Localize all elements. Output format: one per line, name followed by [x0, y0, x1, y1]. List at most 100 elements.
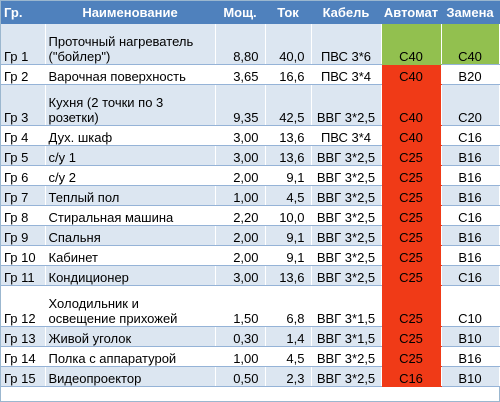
- name-line-1: Живой уголок: [48, 331, 132, 346]
- table-row: Гр 11 Кондиционер 3,00 13,6 ВВГ 3*2,5 C25 C16: [1, 265, 500, 286]
- table-row: Гр 13 Живой уголок 0,30 1,4 ВВГ 3*1,5 C25 B10: [1, 326, 500, 347]
- power-cell: 2,00: [215, 225, 266, 246]
- current-cell: 13,6: [265, 145, 312, 166]
- breaker-cell: C40: [381, 64, 442, 85]
- replace-cell: B10: [441, 326, 500, 347]
- table-header-row: Гр. Наименование Мощ. Ток Кабель Автомат…: [1, 1, 500, 24]
- current-cell: 16,6: [265, 64, 312, 85]
- breaker-cell: C25: [381, 265, 442, 286]
- group-cell: Гр 11: [1, 265, 46, 286]
- group-cell: Гр 10: [1, 245, 46, 266]
- cable-cell: ВВГ 3*2,5: [311, 225, 382, 246]
- current-cell: 6,8: [265, 285, 312, 327]
- table-row: Гр 6 с/у 2 2,00 9,1 ВВГ 3*2,5 C25 B16: [1, 165, 500, 186]
- current-cell: 4,5: [265, 185, 312, 206]
- cable-cell: ПВС 3*6: [311, 24, 382, 65]
- replace-cell: B10: [441, 366, 500, 387]
- power-cell: 3,00: [215, 125, 266, 146]
- name-line-1: Кондиционер: [48, 270, 129, 285]
- header-cable: Кабель: [311, 1, 382, 24]
- current-cell: 4,5: [265, 346, 312, 367]
- name-line-2: освещение прихожей: [48, 311, 178, 326]
- circuit-groups-table: Гр. Наименование Мощ. Ток Кабель Автомат…: [1, 1, 500, 387]
- header-breaker: Автомат: [381, 1, 442, 24]
- breaker-cell: C40: [381, 24, 442, 65]
- name-cell: Стиральная машина: [45, 205, 216, 226]
- breaker-cell: C25: [381, 245, 442, 266]
- table-row: Гр 5 с/у 1 3,00 13,6 ВВГ 3*2,5 C25 B16: [1, 145, 500, 166]
- name-line-1: с/у 1: [48, 150, 76, 165]
- power-cell: 8,80: [215, 24, 266, 65]
- name-cell: Полка с аппаратурой: [45, 346, 216, 367]
- power-cell: 0,50: [215, 366, 266, 387]
- cable-cell: ВВГ 3*1,5: [311, 326, 382, 347]
- name-cell: Кондиционер: [45, 265, 216, 286]
- table-row: Гр 10 Кабинет 2,00 9,1 ВВГ 3*2,5 C25 B16: [1, 245, 500, 266]
- header-current: Ток: [265, 1, 312, 24]
- table-row: Гр 1 Проточный нагреватель ("бойлер") 8,80 4…: [1, 24, 500, 65]
- group-cell: Гр 2: [1, 64, 46, 85]
- breaker-cell: C25: [381, 205, 442, 226]
- cable-cell: ПВС 3*4: [311, 125, 382, 146]
- replace-cell: B20: [441, 64, 500, 85]
- power-cell: 1,00: [215, 185, 266, 206]
- breaker-cell: C40: [381, 84, 442, 126]
- name-cell: с/у 2: [45, 165, 216, 186]
- current-cell: 9,1: [265, 165, 312, 186]
- group-cell: Гр 6: [1, 165, 46, 186]
- table-row: Гр 9 Спальня 2,00 9,1 ВВГ 3*2,5 C25 B16: [1, 225, 500, 246]
- group-cell: Гр 3: [1, 84, 46, 126]
- name-line-1: Кухня (2 точки по 3: [48, 95, 164, 110]
- name-cell: Видеопроектор: [45, 366, 216, 387]
- breaker-cell: C25: [381, 185, 442, 206]
- name-line-1: Стиральная машина: [48, 210, 174, 225]
- group-cell: Гр 1: [1, 24, 46, 65]
- power-cell: 0,30: [215, 326, 266, 347]
- current-cell: 42,5: [265, 84, 312, 126]
- replace-cell: B16: [441, 245, 500, 266]
- group-cell: Гр 13: [1, 326, 46, 347]
- cable-cell: ВВГ 3*2,5: [311, 84, 382, 126]
- replace-cell: C10: [441, 285, 500, 327]
- current-cell: 13,6: [265, 125, 312, 146]
- name-cell: Живой уголок: [45, 326, 216, 347]
- group-cell: Гр 12: [1, 285, 46, 327]
- breaker-cell: C25: [381, 145, 442, 166]
- header-power: Мощ.: [215, 1, 266, 24]
- power-cell: 3,00: [215, 265, 266, 286]
- name-cell: Кабинет: [45, 245, 216, 266]
- breaker-cell: C25: [381, 285, 442, 327]
- name-cell: Дух. шкаф: [45, 125, 216, 146]
- name-line-1: Проточный нагреватель: [48, 34, 194, 49]
- current-cell: 10,0: [265, 205, 312, 226]
- current-cell: 40,0: [265, 24, 312, 65]
- name-cell: Кухня (2 точки по 3 розетки): [45, 84, 216, 126]
- cable-cell: ВВГ 3*2,5: [311, 205, 382, 226]
- cable-cell: ВВГ 3*2,5: [311, 145, 382, 166]
- cable-cell: ВВГ 3*2,5: [311, 265, 382, 286]
- replace-cell: C16: [441, 265, 500, 286]
- table-row: Гр 14 Полка с аппаратурой 1,00 4,5 ВВГ 3*2,5…: [1, 346, 500, 367]
- breaker-cell: C25: [381, 346, 442, 367]
- replace-cell: B16: [441, 346, 500, 367]
- table-row: Гр 12 Холодильник и освещение прихожей 1,50…: [1, 285, 500, 327]
- name-line-1: Теплый пол: [48, 190, 120, 205]
- replace-cell: B16: [441, 145, 500, 166]
- table-row: Гр 3 Кухня (2 точки по 3 розетки) 9,35 42,5 В…: [1, 84, 500, 126]
- name-line-1: с/у 2: [48, 170, 76, 185]
- table-row: Гр 15 Видеопроектор 0,50 2,3 ВВГ 3*2,5 C16 B10: [1, 366, 500, 387]
- name-line-2: ("бойлер"): [48, 49, 111, 64]
- replace-cell: C16: [441, 125, 500, 146]
- group-cell: Гр 5: [1, 145, 46, 166]
- power-cell: 2,20: [215, 205, 266, 226]
- name-cell: Варочная поверхность: [45, 64, 216, 85]
- group-cell: Гр 7: [1, 185, 46, 206]
- cable-cell: ПВС 3*4: [311, 64, 382, 85]
- name-line-1: Дух. шкаф: [48, 130, 113, 145]
- cable-cell: ВВГ 3*2,5: [311, 185, 382, 206]
- breaker-cell: C40: [381, 125, 442, 146]
- name-cell: Холодильник и освещение прихожей: [45, 285, 216, 327]
- current-cell: 9,1: [265, 245, 312, 266]
- cable-cell: ВВГ 3*2,5: [311, 245, 382, 266]
